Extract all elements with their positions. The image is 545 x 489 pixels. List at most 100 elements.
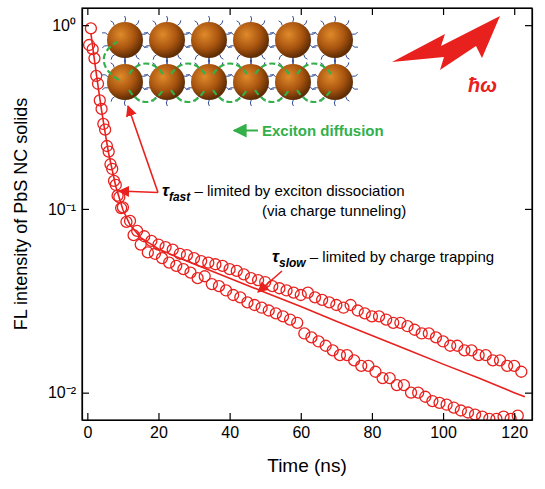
ligand [292,58,293,64]
data-point [349,355,360,366]
tick: 120 [501,413,528,441]
tick-mark [82,393,89,394]
tick-mark [301,413,302,420]
data-point [85,23,96,34]
tick [525,209,532,210]
ligand [334,100,335,106]
ligand [250,100,251,106]
tick: 10⁻² [48,384,89,401]
tick-mark [443,413,444,420]
tick-label: 10⁰ [52,17,76,34]
tick-label: 0 [83,424,92,441]
ligand [228,75,234,77]
data-point [310,292,321,303]
data-point [402,321,413,332]
ligand [124,58,125,64]
annotation-text: – limited by exciton dissociation [190,182,404,199]
ligand [352,45,358,47]
ligand [335,16,336,22]
chart: 02040608010012010⁰10⁻¹10⁻²Time (ns)FL in… [0,0,545,489]
ligand [144,46,150,48]
ligand [102,46,108,48]
ligand [102,33,108,35]
annotation: ħω [468,74,497,96]
data-point [292,317,303,328]
ligand [135,20,138,25]
tick-mark [514,413,515,420]
data-point [224,264,235,275]
data-point [164,257,175,268]
exciton-hop [297,90,331,102]
ligand [312,88,318,90]
inset-illustration [102,16,500,106]
tick [87,8,88,15]
ligand [219,20,222,25]
data-point [455,405,466,416]
data-point [395,317,406,328]
data-point [203,257,214,268]
data-point [270,308,281,319]
ligand [220,54,224,59]
data-point [331,299,342,310]
data-point [381,314,392,325]
ligand [270,75,276,77]
ligand [304,54,308,59]
ligand [144,33,150,35]
ligand [166,100,167,106]
ligand [228,88,234,90]
tick-label: 10⁻² [48,384,77,401]
nanocrystal [191,64,227,100]
data-point [516,366,527,377]
tick-mark [82,209,89,210]
ligand [177,20,180,25]
tick [230,8,231,15]
ligand [195,55,198,60]
exciton-hop [213,90,247,102]
ligand [352,74,358,76]
data-point [217,260,228,271]
data-point [359,308,370,319]
ligand [186,46,192,48]
ligand [251,16,252,22]
annotation-arrow [258,271,282,292]
data-point [494,355,505,366]
tick-label: 80 [364,424,382,441]
tick: 20 [150,413,168,441]
nanocrystal [149,22,185,58]
exciton-hop [171,90,205,102]
data-point [441,399,452,410]
ligand [345,20,348,25]
ligand [144,88,150,90]
data-point [352,305,363,316]
data-point [228,290,239,301]
ligand [292,100,293,106]
axis-line [83,8,533,9]
nanocrystal [233,64,269,100]
exciton-hop [104,42,119,80]
data-point [498,411,509,420]
axis-line [82,9,83,421]
data-point [206,279,217,290]
tick: 40 [221,413,239,441]
tick-mark [514,8,515,15]
tick [514,8,515,15]
ligand [293,58,294,64]
axis: 020406080100120 [83,413,533,441]
nanocrystal [233,22,269,58]
data-point [256,302,267,313]
data-point [317,294,328,305]
data-point [470,409,481,420]
ligand [321,21,325,26]
data-point [491,413,502,420]
tick [525,393,532,394]
tick-mark [230,8,231,15]
plot-frame [82,8,532,420]
data-point [132,225,143,236]
ligand [312,75,318,77]
ligand [237,21,241,26]
nanocrystal [191,22,227,58]
tick-mark [372,8,373,15]
ligand [102,75,108,77]
tick [525,25,532,26]
ligand [346,96,350,101]
